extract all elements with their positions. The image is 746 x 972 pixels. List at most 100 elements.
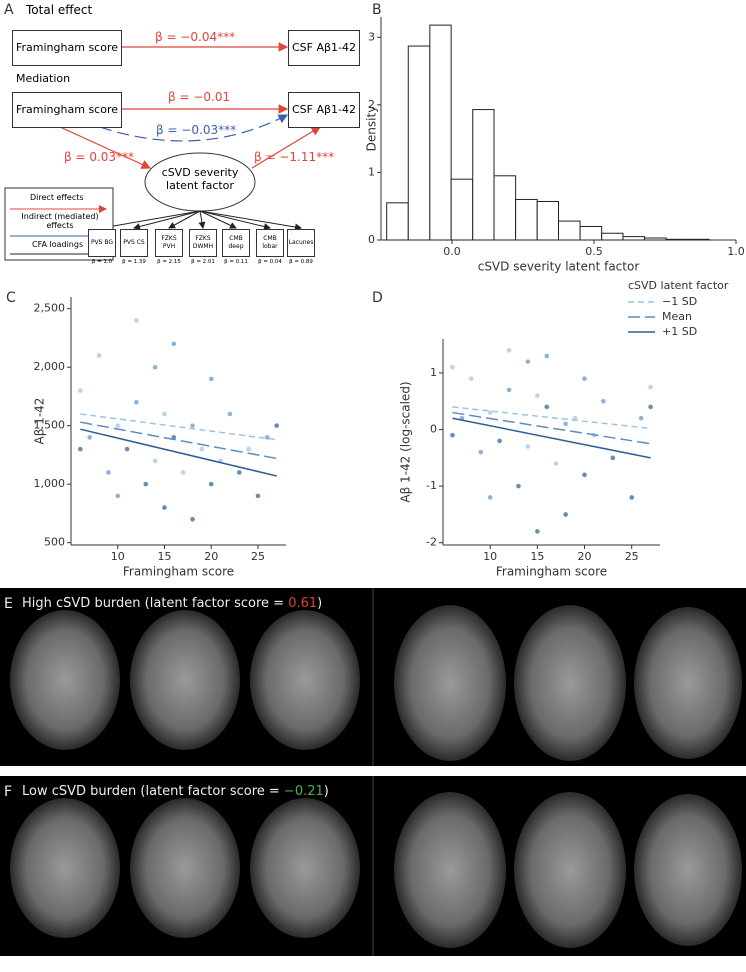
indicator-node: CMB deep	[222, 229, 250, 257]
y-axis-label: Aβ 1-42 (log-scaled)	[399, 381, 413, 502]
point	[124, 446, 130, 452]
histogram-bar	[579, 225, 603, 241]
x-tick-label: 25	[625, 550, 639, 563]
legend-entry: Direct effects	[30, 193, 84, 202]
y-tick-label: 2,000	[34, 360, 66, 373]
trend-line	[80, 413, 277, 441]
legend-label: −1 SD	[662, 295, 697, 308]
outcome-node: CSF Aβ1-42	[288, 92, 360, 128]
point	[516, 483, 521, 489]
x-tick-label: 25	[251, 550, 265, 563]
point	[78, 446, 83, 452]
point	[535, 529, 540, 534]
score: 0.61	[288, 596, 318, 611]
point	[152, 364, 158, 370]
indicator-loading: β = 0.89	[289, 259, 313, 265]
panel-label: D	[372, 290, 383, 306]
point	[208, 481, 214, 487]
histogram-bar	[686, 238, 710, 241]
trend-line	[452, 406, 651, 430]
y-tick-label: 0	[368, 233, 375, 246]
legend-entry: CFA loadings	[32, 240, 84, 249]
y-tick-label: 1,000	[34, 477, 66, 490]
title-text: )	[317, 596, 323, 611]
cfa-arrows	[101, 210, 302, 231]
arrow	[251, 126, 322, 169]
effect-label: β = −0.04***	[155, 30, 236, 44]
arrow	[59, 126, 152, 169]
point	[563, 421, 568, 427]
point	[162, 411, 167, 417]
image-title: Low cSVD burden (latent factor score = −…	[22, 784, 329, 799]
mediator-label: cSVD severity latent factor	[161, 166, 239, 192]
x-tick-label: 15	[157, 550, 171, 563]
histogram-bar	[558, 220, 581, 241]
x-tick-label: 20	[578, 550, 592, 563]
point	[544, 404, 550, 410]
point	[638, 415, 644, 421]
x-tick-label: 1.0	[727, 245, 745, 258]
exposure-node: Framingham score	[12, 92, 122, 128]
indicator-loading: β = 1.39	[122, 259, 146, 265]
point	[450, 432, 455, 438]
panel-f	[0, 776, 746, 956]
point	[171, 341, 177, 347]
panel-label: A	[4, 2, 14, 18]
point	[246, 446, 251, 452]
y-tick-label: -1	[426, 479, 437, 492]
point	[487, 495, 493, 500]
point	[629, 495, 634, 500]
x-tick-label: 10	[483, 550, 497, 563]
indicator-loading: β = 1.0	[91, 259, 113, 265]
legend-label: Mean	[662, 310, 692, 323]
histogram-bar	[386, 202, 409, 241]
y-tick-label: 1	[430, 366, 437, 379]
point	[274, 423, 279, 428]
x-tick-label: 0.0	[443, 245, 461, 258]
point	[610, 455, 616, 461]
indicator-node: FZKS DWMH	[189, 229, 217, 257]
point	[535, 393, 540, 398]
indicator-loading: β = 0.11	[224, 259, 248, 265]
histogram-bar	[536, 200, 560, 241]
indicator-loading: β = 2.01	[191, 259, 215, 265]
point	[469, 376, 474, 381]
point	[265, 435, 270, 440]
point	[506, 348, 512, 353]
y-tick-label: -2	[426, 536, 437, 549]
outcome-node: CSF Aβ1-42	[288, 30, 360, 66]
point	[190, 423, 195, 428]
indicator-loading: β = 0.04	[258, 259, 282, 265]
point	[143, 481, 149, 487]
histogram-bar	[472, 109, 495, 241]
y-tick-label: 2	[368, 98, 375, 111]
indicator-node: PVS BG	[88, 229, 116, 257]
point	[87, 435, 92, 440]
point	[78, 388, 83, 393]
y-axis-label: Density	[365, 106, 379, 152]
point	[190, 516, 195, 522]
score: −0.21	[283, 784, 324, 799]
histogram-bar	[429, 24, 452, 241]
point	[162, 505, 167, 510]
x-tick-label: 0.5	[585, 245, 603, 258]
panel-label: B	[372, 2, 382, 18]
point	[199, 446, 205, 452]
x-tick-label: 15	[530, 550, 544, 563]
histogram-bar	[407, 45, 431, 241]
x-axis-label: cSVD severity latent factor	[478, 260, 640, 274]
point	[134, 399, 139, 405]
histogram-bar	[644, 237, 667, 241]
exposure-node: Framingham score	[12, 30, 122, 66]
x-axis-label: Framingham score	[123, 565, 234, 579]
x-tick-label: 10	[111, 550, 125, 563]
histogram-bar	[493, 175, 517, 241]
point	[648, 404, 653, 410]
trend-line	[452, 417, 651, 459]
indicator-loading: β = 2.15	[157, 259, 181, 265]
point	[582, 376, 587, 381]
legend-label: +1 SD	[662, 325, 697, 338]
effect-label: β = 0.03***	[64, 150, 135, 164]
trend-line	[80, 428, 277, 477]
